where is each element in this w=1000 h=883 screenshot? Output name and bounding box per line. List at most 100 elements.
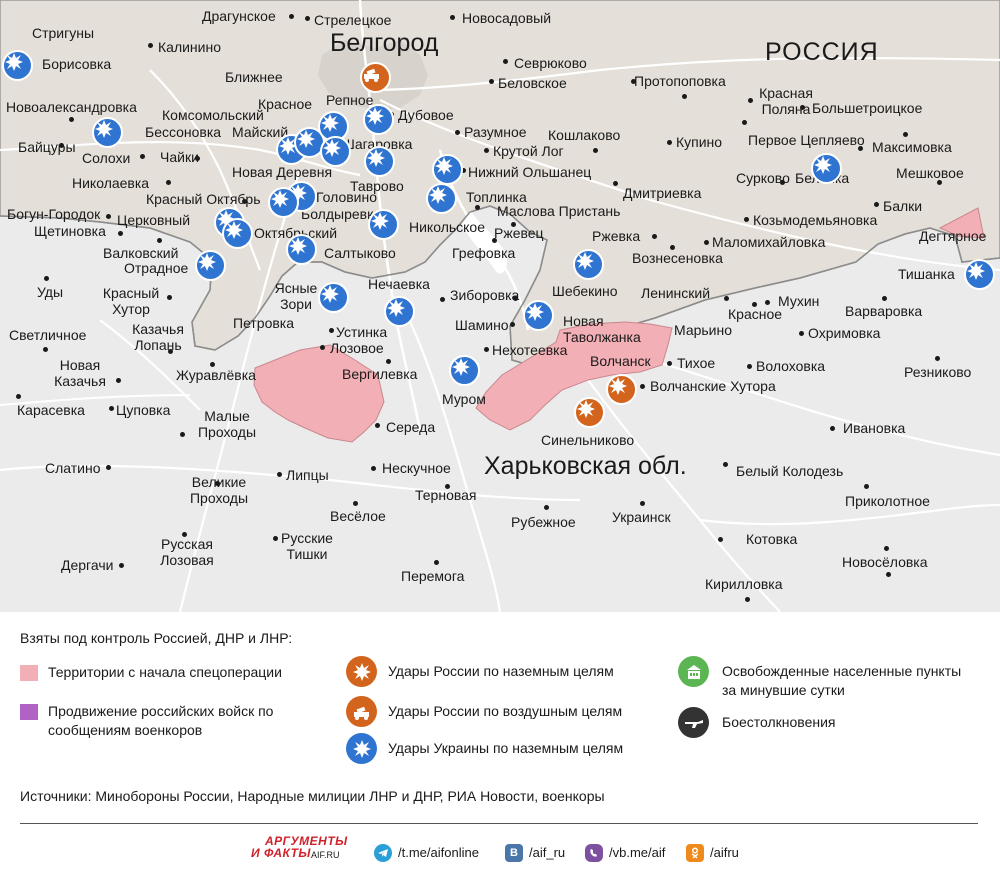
place-label: Украинск [612,509,671,525]
place-label: Дергачи [61,557,114,573]
explosion-icon [321,114,339,132]
ukraine-strike-marker[interactable] [573,249,604,280]
settlement-dot [116,378,121,383]
place-label: Новая Казачья [54,357,106,389]
ukraine-strike-marker[interactable] [449,355,480,386]
settlement-dot [670,245,675,250]
place-label: Борисовка [42,56,112,72]
divider [20,823,978,824]
place-label: Резниково [904,364,972,380]
place-label: Вергилевка [342,366,418,382]
settlement-dot [935,356,940,361]
settlement-dot [484,148,489,153]
place-label: Охримовка [808,325,881,341]
ukraine-strike-marker[interactable] [2,50,33,81]
vk-icon: B [505,844,523,862]
controlled-territory [475,321,673,431]
ukraine-strike-marker[interactable] [368,209,399,240]
settlement-dot [195,156,200,161]
explosion-icon [435,157,453,175]
explosion-icon [367,149,385,167]
ukraine-strike-marker[interactable] [364,146,395,177]
ukraine-strike-marker[interactable] [426,183,457,214]
telegram-icon [374,844,392,862]
settlement-dot [748,98,753,103]
place-label: Разумное [464,124,527,140]
ukraine-strike-marker[interactable] [432,154,463,185]
russia-ground-strike-marker[interactable] [606,374,637,405]
place-label: Красное [728,306,783,322]
ukraine-strike-marker[interactable] [195,250,226,281]
settlement-dot [723,462,728,467]
place-label: Болдыревка [301,206,382,222]
map-base [0,0,1000,612]
place-label: Липцы [286,467,329,483]
place-label: Дмитриевка [623,185,702,201]
settlement-dot [903,132,908,137]
legend-heading: Взяты под контроль Россией, ДНР и ЛНР: [20,630,293,646]
place-label: Большетроицкое [812,100,923,116]
settlement-dot [864,484,869,489]
place-label: Ясные Зори [274,280,318,312]
explosion-icon [279,137,297,155]
place-label: Шебекино [552,283,618,299]
settlement-dot [182,532,187,537]
legend-item-advance: Продвижение российских войск по сообщени… [48,703,274,738]
settlement-dot [492,238,497,243]
ukraine-strike-marker[interactable] [92,117,123,148]
ukraine-strike-marker[interactable] [318,282,349,313]
ukraine-strike-marker[interactable] [363,104,394,135]
russia-ground-strike-marker[interactable] [574,397,605,428]
settlement-dot [886,572,891,577]
place-label: Весёлое [330,508,386,524]
logo-site: AIF.RU [311,850,340,860]
place-label: Маломихайловка [712,234,826,250]
place-label: Купино [676,134,723,150]
place-label: Красный Хутор [102,285,160,317]
ukraine-strike-marker[interactable] [811,153,842,184]
place-label: Октябрьский [254,225,338,241]
odnoklassniki-link[interactable]: /aifru [710,845,739,860]
place-label: Ивановка [843,420,906,436]
settlement-dot [440,297,445,302]
settlement-dot [752,302,757,307]
place-label: Головино [316,189,378,205]
place-label: Стригуны [32,25,95,41]
settlement-dot [652,234,657,239]
ukraine-strike-marker[interactable] [320,136,351,167]
place-label: Кошлаково [548,127,621,143]
place-label: Середа [386,419,436,435]
settlement-dot [667,140,672,145]
russia-air-strike-marker[interactable] [360,62,391,93]
aif-logo[interactable]: АРГУМЕНТЫ И ФАКТЫ AIF.RU [251,834,361,868]
telegram-link[interactable]: /t.me/aifonline [398,845,479,860]
viber-link[interactable]: /vb.me/aif [609,845,666,860]
legend-item-territories: Территории с начала спецоперации [48,664,282,680]
place-label: Солохи [82,150,131,166]
place-label: Стрелецкое [314,12,392,28]
place-label: Перемога [401,568,465,584]
settlement-dot [631,79,636,84]
settlement-dot [305,16,310,21]
place-label: Новая Деревня [232,164,333,180]
settlement-dot [118,231,123,236]
settlement-dot [450,15,455,20]
place-label: Красный Октябрь [146,191,261,207]
settlement-dot [277,472,282,477]
ukraine-strike-marker[interactable] [286,234,317,265]
settlement-dot [59,143,64,148]
reservoir [462,210,508,274]
place-label: Первое Цепляево [748,132,865,148]
settlement-dot [503,59,508,64]
ukraine-strike-marker[interactable] [964,259,995,290]
ukraine-strike-marker[interactable] [384,296,415,327]
ukraine-strike-marker[interactable] [523,300,554,331]
settlement-dot [640,384,645,389]
settlement-dot [513,296,518,301]
ukraine-strike-marker[interactable] [268,187,299,218]
settlement-dot [289,14,294,19]
settlement-dot [157,238,162,243]
place-label: Синельниково [541,432,635,448]
ukraine-strike-marker[interactable] [222,218,253,249]
vk-link[interactable]: /aif_ru [529,845,566,860]
